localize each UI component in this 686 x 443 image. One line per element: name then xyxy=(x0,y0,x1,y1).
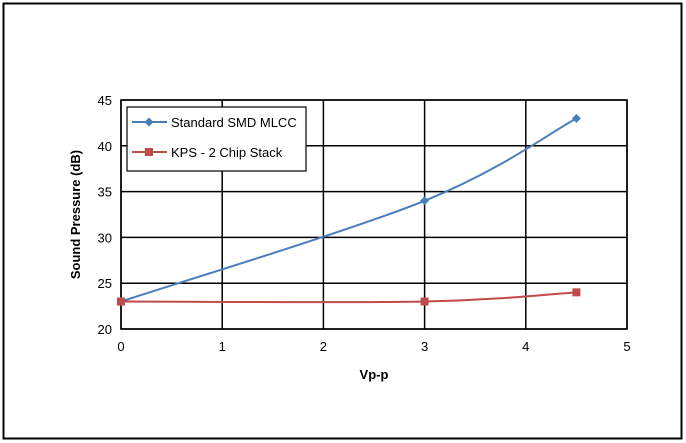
y-axis-ticks: 20 25 30 35 40 45 xyxy=(98,93,112,337)
legend-box xyxy=(126,106,307,172)
legend-marker xyxy=(145,148,153,156)
x-axis-label: Vp-p xyxy=(360,367,389,382)
legend: Standard SMD MLCC KPS - 2 Chip Stack xyxy=(126,106,307,172)
x-tick-label: 2 xyxy=(320,339,327,354)
x-tick-label: 3 xyxy=(421,339,428,354)
legend-label: KPS - 2 Chip Stack xyxy=(171,145,283,160)
y-tick-label: 30 xyxy=(98,230,112,245)
y-tick-label: 20 xyxy=(98,322,112,337)
data-point xyxy=(420,196,430,206)
series-line xyxy=(120,291,577,304)
data-point xyxy=(117,297,125,306)
series-layer xyxy=(116,113,581,307)
x-axis-ticks: 0 1 2 3 4 5 xyxy=(117,339,630,354)
data-point xyxy=(420,297,429,306)
y-tick-label: 25 xyxy=(98,276,112,291)
data-point xyxy=(571,113,581,123)
legend-marker xyxy=(144,117,154,127)
y-tick-label: 40 xyxy=(98,139,112,154)
x-tick-label: 5 xyxy=(623,339,630,354)
x-tick-label: 0 xyxy=(117,339,124,354)
data-point xyxy=(572,288,581,297)
y-tick-label: 35 xyxy=(98,185,112,200)
legend-label: Standard SMD MLCC xyxy=(171,115,297,130)
y-axis-label: Sound Pressure (dB) xyxy=(68,150,83,279)
series-line xyxy=(120,117,577,303)
plot-area xyxy=(120,99,628,330)
x-tick-label: 4 xyxy=(522,339,529,354)
x-tick-label: 1 xyxy=(219,339,226,354)
y-tick-label: 45 xyxy=(98,93,112,108)
